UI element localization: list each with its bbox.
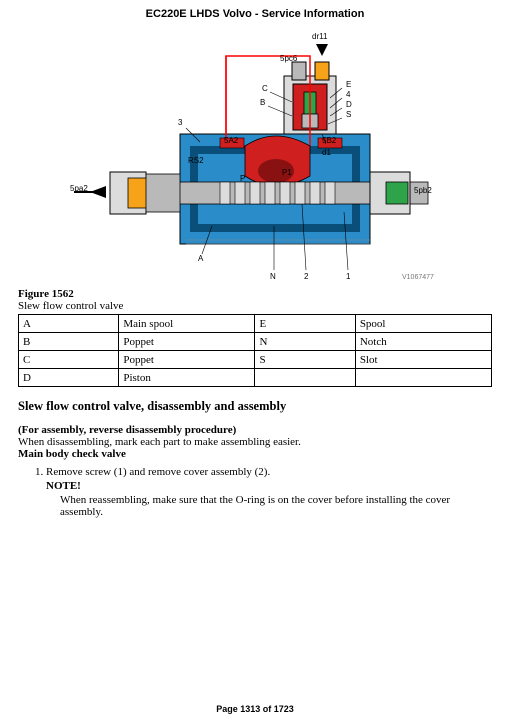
cell: D xyxy=(19,369,119,387)
cell: Poppet xyxy=(119,333,255,351)
figure-caption: Figure 1562 Slew flow control valve xyxy=(18,288,492,312)
label-5A2: 5A2 xyxy=(224,136,238,145)
label-D: D xyxy=(346,100,352,109)
cell: A xyxy=(19,315,119,333)
cell: E xyxy=(255,315,355,333)
label-N: N xyxy=(270,272,276,281)
figure-diagram: dr11 5pc6 C B 3 E 4 D S RS2 5A2 5B2 d1 P… xyxy=(70,26,440,286)
parts-table: A Main spool E Spool B Poppet N Notch C … xyxy=(18,314,492,387)
figure-title: Slew flow control valve xyxy=(18,300,492,312)
label-dr11: dr11 xyxy=(312,32,327,41)
cell: Piston xyxy=(119,369,255,387)
step-item: Remove screw (1) and remove cover assemb… xyxy=(46,466,492,518)
figure-number: Figure 1562 xyxy=(18,288,492,300)
cell: Notch xyxy=(355,333,491,351)
cell: N xyxy=(255,333,355,351)
label-4: 4 xyxy=(346,90,350,99)
procedure-line1: (For assembly, reverse disassembly proce… xyxy=(18,424,492,436)
cell: C xyxy=(19,351,119,369)
label-5pc6: 5pc6 xyxy=(280,54,297,63)
step-text: Remove screw (1) and remove cover assemb… xyxy=(46,466,270,478)
cell xyxy=(255,369,355,387)
section-heading: Slew flow control valve, disassembly and… xyxy=(18,399,492,414)
label-E: E xyxy=(346,80,351,89)
label-d1: d1 xyxy=(322,148,331,157)
label-1: 1 xyxy=(346,272,350,281)
label-5pb2: 5pb2 xyxy=(414,186,432,195)
label-5B2: 5B2 xyxy=(322,136,336,145)
steps-list: Remove screw (1) and remove cover assemb… xyxy=(46,466,492,518)
page-footer: Page 1313 of 1723 xyxy=(0,704,510,714)
label-2: 2 xyxy=(304,272,308,281)
cell: Spool xyxy=(355,315,491,333)
table-row: D Piston xyxy=(19,369,492,387)
valve-svg xyxy=(70,26,440,286)
table-row: C Poppet S Slot xyxy=(19,351,492,369)
label-A: A xyxy=(198,254,203,263)
procedure-line2: When disassembling, mark each part to ma… xyxy=(18,436,492,448)
label-RS2: RS2 xyxy=(188,156,204,165)
label-5pa2: 5pa2 xyxy=(70,184,88,193)
label-3: 3 xyxy=(178,118,182,127)
cell: Poppet xyxy=(119,351,255,369)
procedure-block: (For assembly, reverse disassembly proce… xyxy=(18,424,492,460)
table-row: B Poppet N Notch xyxy=(19,333,492,351)
figure-container: dr11 5pc6 C B 3 E 4 D S RS2 5A2 5B2 d1 P… xyxy=(18,26,492,286)
procedure-line3: Main body check valve xyxy=(18,448,492,460)
cell: S xyxy=(255,351,355,369)
label-P: P xyxy=(240,174,245,183)
label-C: C xyxy=(262,84,268,93)
note-body: When reassembling, make sure that the O-… xyxy=(60,494,492,518)
cell: Slot xyxy=(355,351,491,369)
label-B: B xyxy=(260,98,265,107)
label-S: S xyxy=(346,110,351,119)
note-label: NOTE! xyxy=(46,480,492,492)
label-P1: P1 xyxy=(282,168,292,177)
cell xyxy=(355,369,491,387)
page-header: EC220E LHDS Volvo - Service Information xyxy=(18,8,492,20)
cell: Main spool xyxy=(119,315,255,333)
image-id: V1067477 xyxy=(402,274,434,281)
table-row: A Main spool E Spool xyxy=(19,315,492,333)
cell: B xyxy=(19,333,119,351)
